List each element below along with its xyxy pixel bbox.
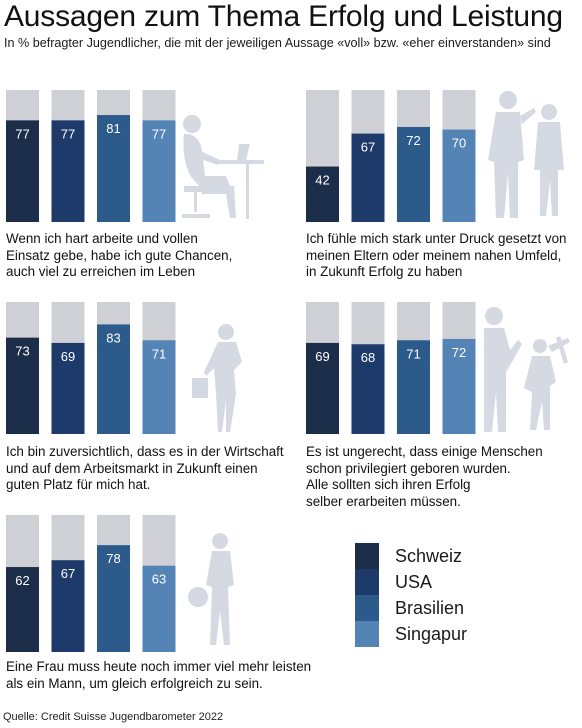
bar-value-label-brasilien: 78 <box>106 551 120 566</box>
bar-singapur <box>442 338 476 434</box>
legend-label: Singapur <box>395 624 468 644</box>
bar-value-label-schweiz: 73 <box>15 344 29 359</box>
silhouette-desk-worker <box>182 115 264 219</box>
bar-usa <box>51 342 85 434</box>
legend-item: Schweiz <box>355 543 485 569</box>
caption: Es ist ungerecht, dass einige Menschen s… <box>306 444 582 510</box>
bar-schweiz <box>6 567 39 652</box>
silhouette-parent-child <box>488 91 564 218</box>
legend-swatch <box>355 543 379 569</box>
panel-privilege: 69 68 71 72 Es ist ungerecht, dass einige M… <box>306 302 582 512</box>
chart-svg: 77 77 81 77 <box>6 90 264 222</box>
bar-singapur <box>142 565 176 652</box>
bar-value-label-usa: 67 <box>361 140 375 155</box>
bar-value-label-usa: 69 <box>61 349 75 364</box>
bar-value-label-brasilien: 83 <box>106 330 120 345</box>
panel-pressure: 42 67 72 70 Ich fühle mich stark unter Druc… <box>306 90 582 295</box>
caption-line: Es ist ungerecht, dass einige Menschen <box>306 444 543 459</box>
bar-value-label-usa: 67 <box>61 566 75 581</box>
caption-line: selber erarbeiten müssen. <box>306 493 461 509</box>
bar-schweiz <box>6 120 39 222</box>
bar-value-label-brasilien: 72 <box>406 133 420 148</box>
bar-schweiz <box>306 166 339 222</box>
caption-line: Ich bin zuversichtlich, dass es in der W… <box>6 444 284 459</box>
caption: Eine Frau muss heute noch immer viel meh… <box>6 659 312 692</box>
bar-usa <box>51 120 85 222</box>
panel-confidence: 73 69 83 71 Ich bin zuversichtlich, dass es… <box>6 302 286 502</box>
caption-line: meinen Eltern oder meinem nahen Umfeld, <box>306 247 562 263</box>
caption-line: Alle sollten sich ihren Erfolg <box>306 477 471 492</box>
bar-value-label-schweiz: 42 <box>315 173 329 188</box>
chart-svg: 73 69 83 71 <box>6 302 242 434</box>
bar-value-label-singapur: 70 <box>452 136 466 151</box>
caption-line: als ein Mann, um gleich erfolgreich zu s… <box>6 675 263 691</box>
bar-usa <box>351 344 385 434</box>
worker-silhouette-icon <box>485 307 503 325</box>
source-note: Quelle: Credit Suisse Jugendbarometer 20… <box>3 711 223 723</box>
chart-subtitle: In % befragter Jugendlicher, die mit der… <box>4 36 551 50</box>
bar-singapur <box>142 340 176 434</box>
bar-value-label-usa: 68 <box>361 350 375 365</box>
caption-line: schon privilegiert geboren wurden. <box>306 460 511 476</box>
caption-line: auch viel zu erreichen im Leben <box>6 264 196 279</box>
bar-usa <box>51 560 85 652</box>
bar-value-label-schweiz: 77 <box>15 126 29 141</box>
silhouette-workers <box>484 307 570 432</box>
caption-line: Eine Frau muss heute noch immer viel meh… <box>6 659 312 674</box>
panel-gender: 62 67 78 63 Eine Frau muss heute noch immer… <box>6 515 311 695</box>
legend-swatch <box>355 569 379 595</box>
bar-singapur <box>142 120 176 222</box>
bar-value-label-schweiz: 62 <box>15 573 29 588</box>
legend-swatch <box>355 595 379 621</box>
bar-schweiz <box>6 337 39 434</box>
bar-value-label-brasilien: 71 <box>406 346 420 361</box>
legend-label: Schweiz <box>395 546 463 566</box>
bar-brasilien <box>97 545 130 652</box>
legend-item: USA <box>355 569 485 595</box>
bar-value-label-singapur: 63 <box>152 572 166 587</box>
caption-line: in Zukunft Erfolg zu haben <box>306 264 463 279</box>
silhouette-businesswoman <box>192 324 242 432</box>
bar-value-label-brasilien: 81 <box>106 121 120 136</box>
bar-value-label-usa: 77 <box>61 126 75 141</box>
caption-line: Einsatz gebe, habe ich gute Chancen, <box>6 247 233 263</box>
silhouette-woman-phone <box>188 533 234 645</box>
legend-swatch <box>355 621 379 647</box>
bar-value-label-singapur: 71 <box>152 346 166 361</box>
caption-line: und auf dem Arbeitsmarkt in Zukunft eine… <box>6 460 258 476</box>
caption-line: Ich fühle mich stark unter Druck gesetzt… <box>306 231 567 246</box>
legend-label: USA <box>395 572 433 592</box>
chart-title: Aussagen zum Thema Erfolg und Leistung <box>4 0 563 33</box>
bar-value-label-singapur: 77 <box>152 126 166 141</box>
caption: Wenn ich hart arbeite und vollen Einsatz… <box>6 231 296 281</box>
panel-hard-work: 77 77 81 77 Wenn ich hart arbeite und volle… <box>6 90 286 295</box>
legend-label: Brasilien <box>395 598 465 618</box>
bar-brasilien <box>97 115 130 222</box>
bar-usa <box>351 133 385 222</box>
bar-brasilien <box>97 324 130 434</box>
caption-line: guten Platz für mich hat. <box>6 477 151 492</box>
caption: Ich fühle mich stark unter Druck gesetzt… <box>306 231 582 281</box>
woman-phone-silhouette-icon <box>212 533 228 549</box>
desk-worker-silhouette-icon <box>183 115 201 133</box>
chart-svg: 69 68 71 72 <box>306 302 570 434</box>
bar-brasilien <box>397 126 430 222</box>
bar-value-label-schweiz: 69 <box>315 349 329 364</box>
legend-item: Singapur <box>355 621 485 647</box>
parent-child-silhouette-icon <box>499 91 517 109</box>
chart-svg: 42 67 72 70 <box>306 90 564 222</box>
bar-singapur <box>442 129 476 222</box>
bar-value-label-singapur: 72 <box>452 345 466 360</box>
businesswoman-silhouette-icon <box>218 324 234 340</box>
bar-schweiz <box>306 342 339 434</box>
chart-svg: 62 67 78 63 <box>6 515 234 652</box>
bar-brasilien <box>397 340 430 434</box>
caption-line: Wenn ich hart arbeite und vollen <box>6 231 198 246</box>
legend-item: Brasilien <box>355 595 485 621</box>
source-text: Credit Suisse Jugendbarometer 2022 <box>40 711 224 723</box>
source-label: Quelle: <box>3 711 38 723</box>
caption: Ich bin zuversichtlich, dass es in der W… <box>6 444 296 494</box>
